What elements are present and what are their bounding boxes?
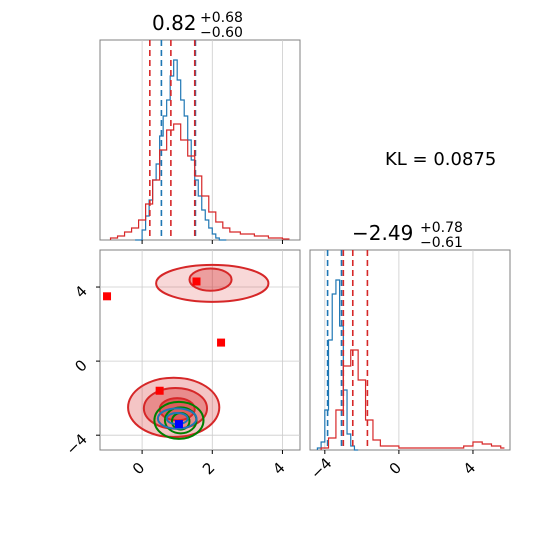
title-lower: −0.61 [420, 235, 463, 251]
x-tick-label: 4 [269, 459, 288, 478]
hist-top-left-title: 0.82 +0.68 −0.60 [152, 10, 243, 41]
title-value: 0.82 [152, 11, 197, 35]
marker-marker_blue [174, 420, 183, 429]
x-tick-label: 2 [199, 459, 218, 478]
hist-top-left [109, 40, 290, 241]
contour-blue [156, 407, 198, 430]
hist-bottom-right [316, 250, 505, 451]
title-value: −2.49 [352, 221, 413, 245]
contour-green [153, 400, 205, 440]
hist-top-left-frame [99, 39, 301, 241]
x-tick-label: −4 [307, 454, 335, 482]
title-upper: +0.78 [420, 220, 463, 236]
contour-red [155, 263, 270, 303]
y-tick-label: 4 [71, 282, 90, 301]
kl-annotation: KL = 0.0875 [385, 149, 496, 170]
hist-bottom-right-title: −2.49 +0.78 −0.61 [352, 220, 463, 251]
title-upper: +0.68 [200, 10, 243, 26]
x-tick-label: 4 [460, 459, 479, 478]
hist-series-red [320, 349, 505, 450]
hist-series-red [109, 123, 290, 240]
y-tick-label: −4 [62, 430, 90, 458]
scatter-bottom-left [103, 263, 270, 440]
marker-marker_red [155, 386, 164, 395]
marker-marker_red [217, 338, 226, 347]
marker-marker_red [103, 292, 112, 301]
hist-series-blue [316, 279, 359, 451]
x-tick-label: 0 [386, 459, 405, 478]
marker-marker_red [192, 277, 201, 286]
x-tick-label: 0 [129, 459, 148, 478]
title-lower: −0.60 [200, 25, 243, 41]
y-tick-label: 0 [71, 356, 90, 375]
